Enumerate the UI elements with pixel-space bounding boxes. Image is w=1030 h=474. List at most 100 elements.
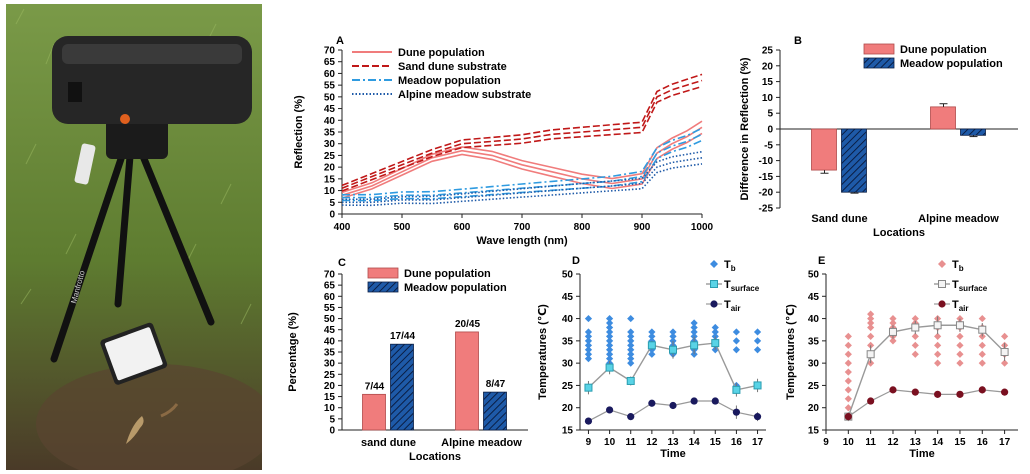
- bar-data-label: 8/47: [486, 379, 506, 390]
- t-air-point: [1001, 388, 1009, 396]
- x-axis-title: Locations: [409, 451, 461, 463]
- category-label: sand dune: [361, 437, 416, 449]
- x-tick-label: 12: [646, 437, 658, 448]
- panel-label-a: A: [336, 35, 344, 47]
- y-tick-label: 10: [324, 186, 336, 197]
- tb-point: [584, 346, 593, 354]
- t-surface-point: [933, 321, 942, 330]
- x-tick-label: 9: [823, 437, 829, 448]
- x-axis-title: Locations: [873, 227, 925, 239]
- tb-point: [867, 332, 875, 340]
- y-tick-label: 25: [762, 46, 774, 57]
- legend-air-label: Tair: [724, 299, 741, 313]
- legend-swatch-1: [367, 281, 399, 293]
- y-tick-label: 45: [324, 325, 336, 336]
- y-tick-label: 0: [329, 210, 335, 221]
- t-air-point: [844, 413, 852, 421]
- y-tick-label: 45: [808, 292, 820, 303]
- y-tick-label: 45: [562, 292, 574, 303]
- x-tick-label: 16: [977, 437, 989, 448]
- white-reference-plate: [100, 322, 168, 385]
- x-tick-label: 9: [586, 437, 592, 448]
- legend-label-1: Sand dune substrate: [398, 61, 507, 73]
- x-tick-label: 13: [910, 437, 922, 448]
- x-tick-label: 400: [334, 222, 351, 233]
- tb-point: [732, 337, 741, 345]
- t-surface-point: [690, 341, 699, 350]
- tb-point: [844, 395, 852, 403]
- x-tick-label: 13: [667, 437, 679, 448]
- t-air-point: [627, 413, 635, 421]
- legend-surface-marker: [938, 280, 946, 288]
- tb-point: [753, 328, 762, 336]
- tb-point: [584, 350, 593, 358]
- tripod-legs: [50, 140, 215, 363]
- chart-b-difference-in-reflection: B -25 -20 -15 -10 -5 0 5 10 15 20 25 Difference in R…: [739, 35, 1018, 239]
- y-tick-label: 40: [324, 336, 336, 347]
- tripod-label: [74, 143, 96, 185]
- bar-dune-population-0: [362, 393, 386, 431]
- series-line-0-replicate-0: [341, 132, 703, 199]
- x-tick-label: 14: [932, 437, 944, 448]
- y-tick-label: 35: [324, 128, 336, 139]
- y-tick-label: 65: [324, 281, 336, 292]
- x-tick-label: 11: [865, 437, 876, 448]
- y-tick-label: 55: [324, 303, 336, 314]
- t-surface-point: [732, 385, 741, 394]
- t-surface-point: [584, 383, 593, 392]
- tb-point: [584, 328, 593, 336]
- field-photo: Manfrotto: [6, 4, 262, 470]
- tb-point: [669, 328, 677, 336]
- bar-meadow-population-0: [841, 128, 867, 193]
- y-tick-label: 65: [324, 57, 336, 68]
- t-surface-point: [626, 376, 635, 385]
- tb-point: [844, 341, 852, 349]
- tb-point: [867, 310, 875, 318]
- tb-point: [605, 350, 614, 358]
- y-tick-label: 20: [324, 381, 336, 392]
- t-surface-point: [978, 325, 987, 334]
- t-air-point: [605, 406, 614, 414]
- y-tick-label: 70: [324, 270, 336, 281]
- t-surface-point: [866, 350, 875, 359]
- y-tick-label: -10: [759, 156, 774, 167]
- x-tick-label: 15: [710, 437, 722, 448]
- legend-surface-label: Tsurface: [952, 279, 988, 293]
- tb-point: [934, 359, 942, 367]
- tb-point: [627, 314, 635, 323]
- legend-surface-label: Tsurface: [724, 279, 760, 293]
- y-tick-label: 15: [562, 426, 574, 437]
- t-air-point: [669, 401, 677, 410]
- series-line-2-replicate-2: [341, 127, 703, 196]
- bar-data-label: 20/45: [455, 319, 480, 330]
- legend-surface-marker: [710, 280, 718, 288]
- tb-point: [978, 359, 986, 367]
- x-tick-label: 500: [394, 222, 411, 233]
- tb-point: [956, 359, 964, 367]
- y-tick-label: 50: [324, 314, 336, 325]
- y-tick-label: 60: [324, 292, 336, 303]
- t-air-point: [753, 413, 762, 421]
- y-tick-label: -25: [759, 204, 774, 215]
- tb-point: [627, 346, 635, 354]
- legend-tb-marker: [938, 260, 946, 268]
- tb-point: [978, 314, 986, 323]
- x-tick-label: 17: [999, 437, 1011, 448]
- y-tick-label: 0: [767, 125, 773, 136]
- y-tick-label: 50: [562, 270, 574, 281]
- legend-swatch-0: [367, 267, 399, 279]
- y-tick-label: 15: [324, 392, 336, 403]
- tb-point: [978, 350, 986, 358]
- t-surface-point: [711, 339, 720, 348]
- t-air-line: [847, 389, 1005, 418]
- tb-point: [956, 350, 964, 358]
- t-air-point: [934, 390, 942, 398]
- legend-label-0: Dune population: [398, 47, 485, 59]
- y-tick-label: 20: [808, 403, 820, 414]
- spectrometer-top: [62, 44, 242, 64]
- tb-point: [605, 323, 614, 332]
- legend-tb-marker: [710, 260, 718, 268]
- x-tick-label: 900: [634, 222, 651, 233]
- y-tick-label: 30: [324, 359, 336, 370]
- y-tick-label: 40: [324, 116, 336, 127]
